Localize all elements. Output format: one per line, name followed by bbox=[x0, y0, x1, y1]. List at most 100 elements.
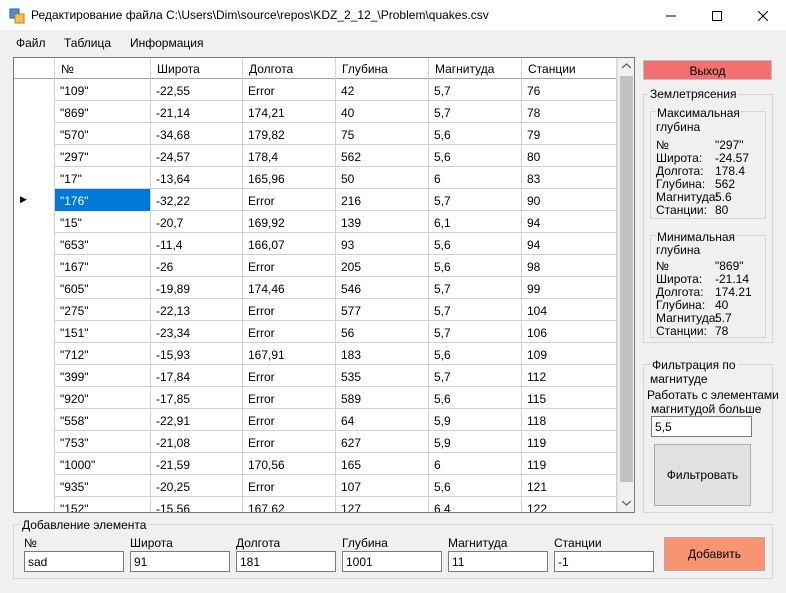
cell-stations[interactable]: 104 bbox=[522, 299, 617, 321]
cell-depth[interactable]: 93 bbox=[336, 233, 429, 255]
table-row[interactable]: "297" -24,57 178,4 562 5,6 80 bbox=[14, 145, 617, 167]
cell-magnitude[interactable]: 6 bbox=[429, 453, 522, 475]
cell-longitude[interactable]: Error bbox=[243, 255, 336, 277]
table-row[interactable]: "653" -11,4 166,07 93 5,6 94 bbox=[14, 233, 617, 255]
menu-info[interactable]: Информация bbox=[130, 36, 204, 50]
minimize-button[interactable] bbox=[648, 0, 694, 31]
cell-stations[interactable]: 109 bbox=[522, 343, 617, 365]
maximize-button[interactable] bbox=[694, 0, 740, 31]
row-header[interactable]: ▶ bbox=[14, 189, 55, 211]
cell-stations[interactable]: 112 bbox=[522, 365, 617, 387]
magnitude-threshold-input[interactable]: 5,5 bbox=[651, 416, 752, 437]
cell-number[interactable]: "712" bbox=[55, 343, 151, 365]
cell-stations[interactable]: 106 bbox=[522, 321, 617, 343]
add-longitude-input[interactable]: 181 bbox=[236, 551, 336, 572]
table-row[interactable]: "935" -20,25 Error 107 5,6 121 bbox=[14, 475, 617, 497]
cell-depth[interactable]: 127 bbox=[336, 497, 429, 512]
cell-stations[interactable]: 122 bbox=[522, 497, 617, 512]
cell-stations[interactable]: 115 bbox=[522, 387, 617, 409]
table-row[interactable]: "17" -13,64 165,96 50 6 83 bbox=[14, 167, 617, 189]
cell-longitude[interactable]: 178,4 bbox=[243, 145, 336, 167]
cell-depth[interactable]: 589 bbox=[336, 387, 429, 409]
cell-number[interactable]: "920" bbox=[55, 387, 151, 409]
cell-magnitude[interactable]: 5,7 bbox=[429, 189, 522, 211]
cell-longitude[interactable]: 167,91 bbox=[243, 343, 336, 365]
cell-number[interactable]: "869" bbox=[55, 101, 151, 123]
add-number-input[interactable]: sad bbox=[24, 551, 124, 572]
cell-longitude[interactable]: 169,92 bbox=[243, 211, 336, 233]
row-header[interactable] bbox=[14, 277, 55, 299]
cell-number[interactable]: "753" bbox=[55, 431, 151, 453]
row-header[interactable] bbox=[14, 475, 55, 497]
cell-number[interactable]: "151" bbox=[55, 321, 151, 343]
cell-stations[interactable]: 98 bbox=[522, 255, 617, 277]
cell-stations[interactable]: 119 bbox=[522, 453, 617, 475]
cell-number[interactable]: "1000" bbox=[55, 453, 151, 475]
cell-longitude[interactable]: 165,96 bbox=[243, 167, 336, 189]
scroll-up-icon[interactable] bbox=[622, 63, 631, 69]
add-depth-input[interactable]: 1001 bbox=[342, 551, 442, 572]
cell-longitude[interactable]: 166,07 bbox=[243, 233, 336, 255]
column-header-number[interactable]: № bbox=[55, 58, 151, 79]
scroll-down-icon[interactable] bbox=[622, 500, 631, 506]
table-row[interactable]: "558" -22,91 Error 64 5,9 118 bbox=[14, 409, 617, 431]
cell-depth[interactable]: 546 bbox=[336, 277, 429, 299]
cell-depth[interactable]: 107 bbox=[336, 475, 429, 497]
row-header[interactable] bbox=[14, 145, 55, 167]
cell-stations[interactable]: 94 bbox=[522, 211, 617, 233]
table-row[interactable]: "605" -19,89 174,46 546 5,7 99 bbox=[14, 277, 617, 299]
cell-latitude[interactable]: -21,08 bbox=[151, 431, 243, 453]
table-row[interactable]: "753" -21,08 Error 627 5,9 119 bbox=[14, 431, 617, 453]
cell-latitude[interactable]: -17,84 bbox=[151, 365, 243, 387]
add-latitude-input[interactable]: 91 bbox=[130, 551, 230, 572]
cell-depth[interactable]: 50 bbox=[336, 167, 429, 189]
cell-number[interactable]: "17" bbox=[55, 167, 151, 189]
table-row[interactable]: "920" -17,85 Error 589 5,6 115 bbox=[14, 387, 617, 409]
cell-number[interactable]: "399" bbox=[55, 365, 151, 387]
cell-depth[interactable]: 56 bbox=[336, 321, 429, 343]
table-row[interactable]: "167" -26 Error 205 5,6 98 bbox=[14, 255, 617, 277]
row-header[interactable] bbox=[14, 255, 55, 277]
cell-latitude[interactable]: -32,22 bbox=[151, 189, 243, 211]
cell-latitude[interactable]: -34,68 bbox=[151, 123, 243, 145]
cell-longitude[interactable]: 170,56 bbox=[243, 453, 336, 475]
table-row[interactable]: "712" -15,93 167,91 183 5,6 109 bbox=[14, 343, 617, 365]
cell-magnitude[interactable]: 5,6 bbox=[429, 387, 522, 409]
cell-magnitude[interactable]: 5,7 bbox=[429, 277, 522, 299]
cell-stations[interactable]: 83 bbox=[522, 167, 617, 189]
cell-latitude[interactable]: -19,89 bbox=[151, 277, 243, 299]
cell-latitude[interactable]: -21,14 bbox=[151, 101, 243, 123]
cell-number[interactable]: "275" bbox=[55, 299, 151, 321]
cell-number[interactable]: "15" bbox=[55, 211, 151, 233]
cell-latitude[interactable]: -22,13 bbox=[151, 299, 243, 321]
column-header-stations[interactable]: Станции bbox=[522, 58, 617, 79]
cell-longitude[interactable]: Error bbox=[243, 387, 336, 409]
cell-magnitude[interactable]: 5,6 bbox=[429, 145, 522, 167]
menu-file[interactable]: Файл bbox=[16, 36, 46, 50]
table-row[interactable]: "399" -17,84 Error 535 5,7 112 bbox=[14, 365, 617, 387]
cell-depth[interactable]: 205 bbox=[336, 255, 429, 277]
cell-latitude[interactable]: -20,7 bbox=[151, 211, 243, 233]
table-row[interactable]: "109" -22,55 Error 42 5,7 76 bbox=[14, 79, 617, 101]
add-stations-input[interactable]: -1 bbox=[554, 551, 654, 572]
cell-magnitude[interactable]: 5,7 bbox=[429, 101, 522, 123]
cell-depth[interactable]: 139 bbox=[336, 211, 429, 233]
cell-depth[interactable]: 183 bbox=[336, 343, 429, 365]
cell-longitude[interactable]: Error bbox=[243, 79, 336, 101]
exit-button[interactable]: Выход bbox=[643, 60, 772, 80]
row-header[interactable] bbox=[14, 343, 55, 365]
cell-stations[interactable]: 118 bbox=[522, 409, 617, 431]
table-row[interactable]: "275" -22,13 Error 577 5,7 104 bbox=[14, 299, 617, 321]
close-button[interactable] bbox=[740, 0, 786, 31]
filter-button[interactable]: Фильтровать bbox=[654, 444, 751, 506]
cell-longitude[interactable]: 174,46 bbox=[243, 277, 336, 299]
cell-magnitude[interactable]: 5,9 bbox=[429, 409, 522, 431]
cell-stations[interactable]: 99 bbox=[522, 277, 617, 299]
cell-magnitude[interactable]: 5,7 bbox=[429, 79, 522, 101]
cell-stations[interactable]: 80 bbox=[522, 145, 617, 167]
cell-number[interactable]: "570" bbox=[55, 123, 151, 145]
column-header-depth[interactable]: Глубина bbox=[336, 58, 429, 79]
row-header[interactable] bbox=[14, 233, 55, 255]
cell-number[interactable]: "109" bbox=[55, 79, 151, 101]
cell-depth[interactable]: 535 bbox=[336, 365, 429, 387]
